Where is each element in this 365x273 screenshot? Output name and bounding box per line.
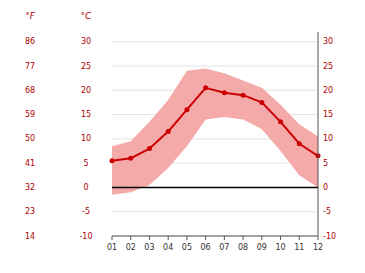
y2-axis-label: °F	[25, 11, 36, 21]
celsius-label: 20	[81, 86, 91, 95]
y-axis-line	[318, 32, 319, 236]
fahrenheit-label: 59	[25, 110, 35, 119]
point	[203, 85, 208, 90]
point	[128, 156, 133, 161]
x-axis-line	[112, 236, 318, 237]
y-tick-label: 30	[323, 37, 333, 46]
y-tick-label: 20	[323, 86, 333, 95]
y-tick-label: -5	[323, 207, 331, 216]
celsius-label: 0	[83, 183, 88, 192]
fahrenheit-label: 68	[25, 86, 35, 95]
x-tick-label: 01	[107, 243, 117, 252]
grid-line	[112, 211, 318, 212]
fahrenheit-label: 50	[25, 134, 35, 143]
x-tick-label: 09	[257, 243, 267, 252]
x-tick	[261, 236, 262, 240]
x-tick	[149, 236, 150, 240]
point	[166, 129, 171, 134]
fahrenheit-label: 23	[25, 207, 35, 216]
fahrenheit-label: 86	[25, 37, 35, 46]
x-tick	[243, 236, 244, 240]
fahrenheit-label: 77	[25, 62, 35, 71]
point	[297, 141, 302, 146]
point	[278, 119, 283, 124]
x-tick-label: 07	[219, 243, 229, 252]
x-tick	[205, 236, 206, 240]
x-tick-label: 11	[294, 243, 304, 252]
point	[184, 107, 189, 112]
point	[241, 93, 246, 98]
x-tick-label: 06	[201, 243, 211, 252]
y-tick-label: 25	[323, 62, 333, 71]
plot-area	[112, 68, 318, 194]
celsius-label: 5	[83, 159, 88, 168]
temperature-band	[112, 68, 318, 194]
y-tick-label: 5	[323, 159, 328, 168]
x-tick	[130, 236, 131, 240]
x-tick-label: 05	[182, 243, 192, 252]
point	[110, 158, 115, 163]
x-tick	[224, 236, 225, 240]
point	[222, 90, 227, 95]
celsius-label: 10	[81, 134, 91, 143]
x-tick-label: 04	[163, 243, 173, 252]
y-axis-label: °C	[81, 11, 93, 21]
celsius-label: -10	[79, 232, 92, 241]
point	[147, 146, 152, 151]
grid-line	[112, 187, 318, 188]
grid-line	[112, 41, 318, 42]
celsius-label: 25	[81, 62, 91, 71]
x-tick-label: 10	[275, 243, 285, 252]
celsius-label: -5	[82, 207, 90, 216]
zero-line	[112, 187, 318, 189]
x-tick	[318, 236, 319, 240]
mean-temperature-line	[112, 88, 318, 161]
x-tick	[168, 236, 169, 240]
point	[259, 100, 264, 105]
fahrenheit-label: 32	[25, 183, 35, 192]
celsius-label: 15	[81, 110, 91, 119]
markers	[110, 85, 321, 163]
x-tick-label: 02	[126, 243, 136, 252]
x-tick-label: 12	[313, 243, 323, 252]
y-tick-label: 0	[323, 183, 328, 192]
x-tick	[280, 236, 281, 240]
chart: 010203040506070809101112-10-505101520253…	[0, 0, 365, 273]
x-tick-label: 08	[238, 243, 248, 252]
grid-line	[112, 66, 318, 67]
fahrenheit-label: 41	[25, 159, 35, 168]
x-tick	[112, 236, 113, 240]
celsius-label: 30	[81, 37, 91, 46]
y-tick-label: -10	[323, 232, 336, 241]
y-tick-label: 10	[323, 134, 333, 143]
x-tick	[186, 236, 187, 240]
y-tick-label: 15	[323, 110, 333, 119]
fahrenheit-label: 14	[25, 232, 35, 241]
x-tick	[299, 236, 300, 240]
grid-line	[112, 236, 318, 237]
x-tick-label: 03	[144, 243, 154, 252]
